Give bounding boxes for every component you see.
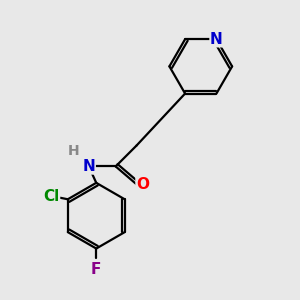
Text: F: F (91, 262, 101, 277)
Text: N: N (82, 159, 95, 174)
Text: H: H (68, 145, 80, 158)
Text: Cl: Cl (43, 189, 59, 204)
Text: N: N (210, 32, 223, 47)
Text: O: O (136, 177, 149, 192)
